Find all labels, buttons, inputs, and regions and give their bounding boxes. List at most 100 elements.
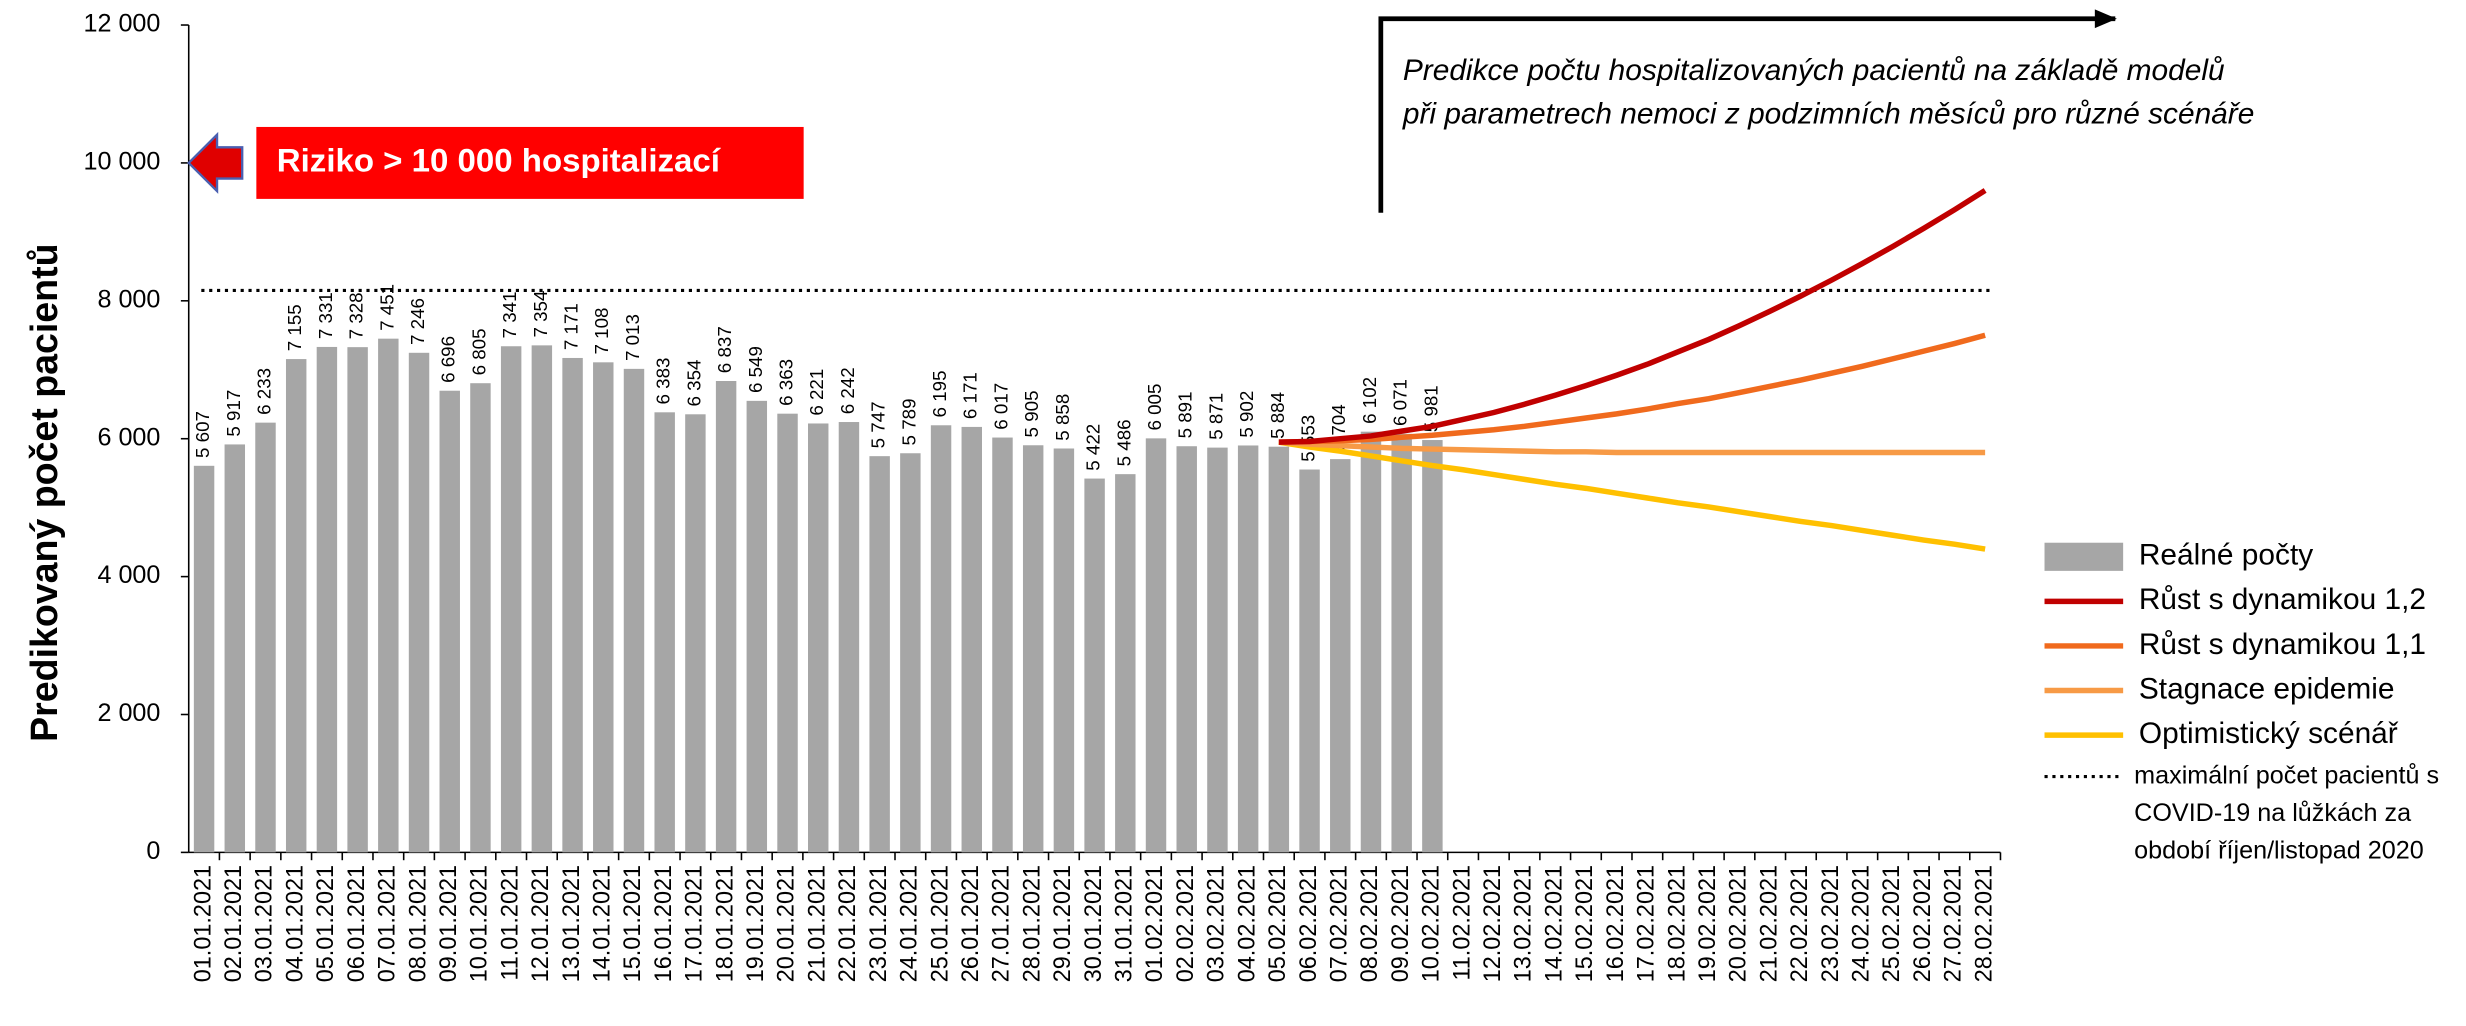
bar xyxy=(1084,478,1105,853)
value-label: 5 871 xyxy=(1205,393,1226,440)
x-tick-label: 24.01.2021 xyxy=(896,865,922,982)
risk-arrow xyxy=(187,131,244,194)
line xyxy=(1278,188,1987,445)
x-tick-label: 10.02.2021 xyxy=(1418,865,1444,982)
bar xyxy=(1237,445,1259,853)
x-tick-label: 02.01.2021 xyxy=(220,865,246,982)
x-tick-label: 11.01.2021 xyxy=(496,865,522,981)
bar xyxy=(285,359,307,853)
x-tick-label: 12.02.2021 xyxy=(1479,865,1505,982)
x-tick-label: 20.01.2021 xyxy=(773,865,799,982)
x-tick-label: 03.02.2021 xyxy=(1203,865,1229,982)
bar xyxy=(992,437,1013,853)
value-label: 6 221 xyxy=(806,369,827,416)
value-label: 6 363 xyxy=(775,359,796,406)
bar xyxy=(1207,447,1228,853)
y-tick-label: 0 xyxy=(146,837,160,865)
x-tick-label: 25.01.2021 xyxy=(926,865,952,982)
value-label: 5 422 xyxy=(1083,424,1104,471)
value-label: 7 451 xyxy=(376,284,397,331)
value-label: 6 071 xyxy=(1390,379,1411,426)
x-tick-label: 18.01.2021 xyxy=(711,865,737,982)
value-label: 5 858 xyxy=(1052,394,1073,441)
bar xyxy=(347,347,368,853)
value-label: 5 747 xyxy=(868,401,889,448)
x-tick-label: 06.01.2021 xyxy=(343,865,369,982)
bar xyxy=(1053,448,1075,853)
bar xyxy=(408,352,430,853)
bar xyxy=(255,422,276,853)
line xyxy=(1278,439,1986,552)
x-tick-label: 30.01.2021 xyxy=(1080,865,1106,982)
bar xyxy=(531,345,553,853)
x-tick-label: 15.02.2021 xyxy=(1571,865,1597,982)
value-label: 6 805 xyxy=(468,328,489,375)
bar xyxy=(1391,433,1412,853)
legend-label: Růst s dynamikou 1,2 xyxy=(2139,583,2426,616)
value-label: 7 328 xyxy=(346,292,367,339)
bar xyxy=(900,453,921,853)
bar xyxy=(961,426,982,853)
legend-label: Růst s dynamikou 1,1 xyxy=(2139,628,2426,661)
value-label: 6 195 xyxy=(929,370,950,417)
bar xyxy=(1176,446,1197,853)
x-tick-label: 05.01.2021 xyxy=(312,865,338,982)
x-tick-label: 22.01.2021 xyxy=(834,865,860,982)
x-tick-label: 26.02.2021 xyxy=(1909,865,1935,982)
value-label: 5 884 xyxy=(1267,392,1288,439)
bar xyxy=(1422,440,1443,853)
legend-label: Optimistický scénář xyxy=(2139,717,2399,750)
x-tick-label: 19.02.2021 xyxy=(1694,865,1720,982)
x-tick-label: 04.01.2021 xyxy=(281,865,307,982)
annotation: při parametrech nemoci z podzimních měsí… xyxy=(1402,98,2255,131)
value-label: 7 171 xyxy=(561,303,582,350)
value-label: 6 233 xyxy=(253,368,274,415)
bar xyxy=(715,380,737,853)
bar xyxy=(470,383,491,853)
x-tick-label: 16.01.2021 xyxy=(650,865,676,982)
x-tick-label: 23.01.2021 xyxy=(865,865,891,982)
bar xyxy=(193,465,215,853)
x-tick-label: 11.02.2021 xyxy=(1448,865,1474,981)
bar xyxy=(500,346,522,853)
x-tick-label: 22.02.2021 xyxy=(1786,865,1812,982)
legend-label: Reálné počty xyxy=(2139,539,2313,572)
x-tick-label: 10.01.2021 xyxy=(466,865,492,982)
value-label: 5 486 xyxy=(1113,419,1134,466)
value-label: 6 242 xyxy=(837,367,858,414)
value-label: 6 696 xyxy=(438,336,459,383)
value-label: 7 354 xyxy=(530,291,551,338)
y-axis-label: Predikovaný počet pacientů xyxy=(23,243,65,741)
x-tick-label: 28.02.2021 xyxy=(1970,865,1996,982)
x-tick-label: 09.02.2021 xyxy=(1387,865,1413,982)
x-tick-label: 21.02.2021 xyxy=(1755,865,1781,982)
bar xyxy=(685,414,706,853)
value-label: 7 341 xyxy=(499,291,520,338)
legend-swatch xyxy=(2044,542,2124,571)
value-label: 7 108 xyxy=(591,308,612,355)
x-tick-label: 14.02.2021 xyxy=(1540,865,1566,982)
risk-label: Riziko > 10 000 hospitalizací xyxy=(277,142,722,179)
annotation-arrow xyxy=(1378,16,2116,213)
y-tick-label: 6 000 xyxy=(97,423,160,451)
bar xyxy=(439,390,460,853)
bar xyxy=(777,413,798,853)
x-tick-label: 26.01.2021 xyxy=(957,865,983,982)
x-tick-label: 23.02.2021 xyxy=(1817,865,1843,982)
annotation: Predikce počtu hospitalizovaných pacient… xyxy=(1403,54,2225,87)
value-label: 6 102 xyxy=(1359,377,1380,424)
x-tick-label: 06.02.2021 xyxy=(1295,865,1321,982)
value-label: 5 902 xyxy=(1236,391,1257,438)
legend-label: maximální počet pacientů s COVID-19 na l… xyxy=(2134,762,2440,865)
x-tick-label: 08.01.2021 xyxy=(404,865,430,982)
x-tick-label: 07.01.2021 xyxy=(374,865,400,982)
y-tick-label: 10 000 xyxy=(83,148,160,176)
x-tick-label: 13.02.2021 xyxy=(1510,865,1536,982)
y-tick-label: 4 000 xyxy=(97,561,160,589)
bar xyxy=(1268,446,1290,853)
bar xyxy=(562,357,583,853)
bar xyxy=(1330,459,1351,853)
line xyxy=(1278,332,1986,445)
x-tick-label: 02.02.2021 xyxy=(1172,865,1198,982)
